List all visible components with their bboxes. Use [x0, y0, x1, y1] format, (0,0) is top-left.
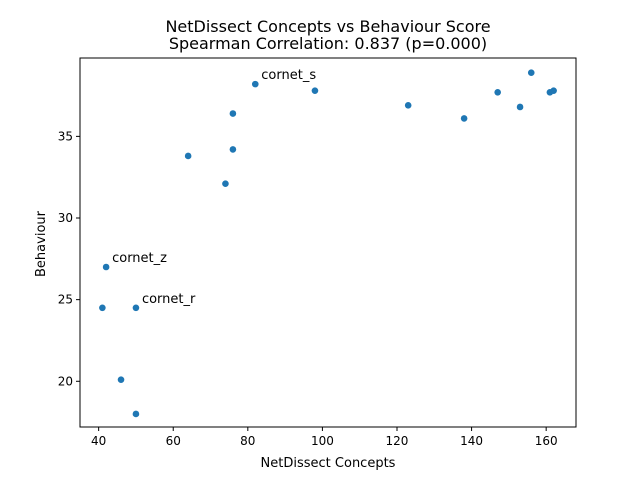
x-tick-label: 120	[386, 434, 409, 448]
scatter-point	[311, 87, 319, 94]
y-tick-label: 25	[58, 293, 73, 307]
x-tick-label: 60	[166, 434, 181, 448]
x-tick-label: 80	[240, 434, 255, 448]
scatter-point	[527, 69, 535, 76]
point-label: cornet_s	[261, 68, 316, 83]
scatter-point	[494, 88, 501, 96]
chart-title: NetDissect Concepts vs Behaviour Score	[165, 17, 490, 36]
x-axis-label: NetDissect Concepts	[261, 456, 396, 471]
chart-subtitle: Spearman Correlation: 0.837 (p=0.000)	[169, 34, 487, 53]
scatter-point	[222, 180, 229, 188]
data-points	[99, 69, 557, 418]
scatter-point	[184, 152, 192, 160]
y-tick-label: 30	[58, 211, 73, 225]
x-tick-label: 100	[311, 434, 334, 448]
x-tick-label: 160	[535, 434, 558, 448]
y-tick-label: 20	[58, 374, 73, 388]
scatter-point	[460, 115, 468, 122]
plot-area-frame	[79, 57, 577, 428]
scatter-point	[117, 376, 125, 383]
scatter-point	[102, 263, 110, 271]
scatter-point	[229, 146, 237, 153]
y-tick-label: 35	[58, 129, 73, 143]
scatter-point	[132, 410, 140, 418]
x-tick-label: 140	[460, 434, 483, 448]
scatter-point	[132, 304, 140, 312]
scatter-point	[251, 80, 259, 88]
scatter-point	[516, 103, 524, 111]
scatter-point	[550, 87, 557, 94]
scatter-point	[229, 110, 237, 117]
point-label: cornet_z	[112, 251, 167, 266]
x-tick-label: 40	[91, 434, 106, 448]
point-annotations: cornet_z cornet_r cornet_s	[112, 68, 316, 307]
y-axis-label: Behaviour	[34, 210, 49, 277]
point-label: cornet_r	[142, 292, 196, 307]
scatter-point	[404, 102, 412, 109]
scatter-point	[99, 304, 106, 312]
axis-ticks: 40 60 80 100 120 140 160 20 25 30 35	[58, 129, 558, 448]
